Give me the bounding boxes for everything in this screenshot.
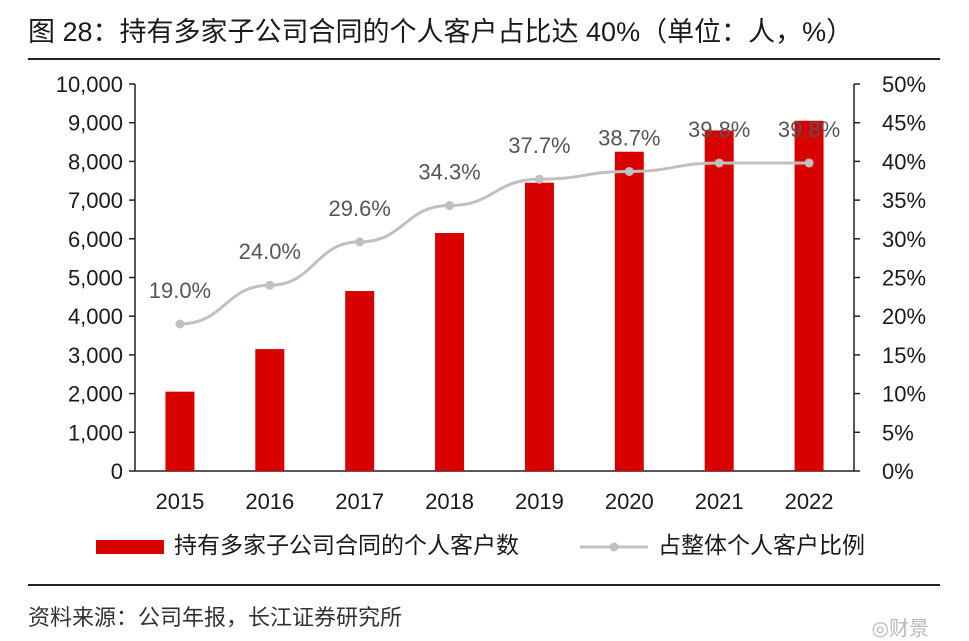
bar-2020 (615, 152, 644, 471)
bar-2021 (705, 130, 734, 471)
left-tick-label: 4,000 (68, 304, 123, 329)
legend-bar-swatch (96, 540, 164, 554)
left-tick-label: 2,000 (68, 382, 123, 407)
right-tick-label: 15% (882, 343, 926, 368)
chart-canvas: 0 1,000 2,000 3,000 4,000 5,000 6,000 7,000 8,00… (0, 0, 969, 580)
x-tick-label: 2017 (335, 489, 384, 514)
source-divider (28, 584, 940, 586)
share-data-label: 37.7% (508, 133, 570, 158)
share-data-label: 34.3% (418, 160, 480, 185)
left-tick-label: 6,000 (68, 227, 123, 252)
share-data-label: 39.8% (778, 117, 840, 142)
right-tick-label: 25% (882, 266, 926, 291)
x-tick-label: 2015 (155, 489, 204, 514)
bar-2017 (345, 291, 374, 471)
legend: 持有多家子公司合同的个人客户数 占整体个人客户比例 (96, 532, 865, 558)
x-axis-labels: 2015 2016 2017 2018 2019 2020 2021 2022 (155, 489, 833, 514)
share-data-label: 39.8% (688, 117, 750, 142)
left-tick-label: 3,000 (68, 343, 123, 368)
right-tick-label: 5% (882, 420, 914, 445)
share-point-2017 (355, 237, 364, 246)
x-tick-label: 2018 (425, 489, 474, 514)
right-tick-label: 50% (882, 72, 926, 97)
bar-2016 (255, 349, 284, 471)
share-data-label: 29.6% (328, 196, 390, 221)
share-point-2022 (805, 158, 814, 167)
left-tick-label: 7,000 (68, 188, 123, 213)
right-tick-label: 30% (882, 227, 926, 252)
left-tick-label: 0 (111, 459, 123, 484)
right-tick-label: 45% (882, 111, 926, 136)
share-point-2015 (175, 319, 184, 328)
share-point-2021 (715, 158, 724, 167)
x-tick-label: 2021 (695, 489, 744, 514)
x-tick-label: 2022 (785, 489, 834, 514)
left-tick-label: 9,000 (68, 111, 123, 136)
line-series: 19.0% 24.0% 29.6% 34.3% 37.7% 38.7% 39.8% 39.8% (149, 117, 841, 328)
share-point-2018 (445, 201, 454, 210)
right-tick-label: 40% (882, 149, 926, 174)
bar-2015 (165, 392, 194, 471)
x-tick-label: 2019 (515, 489, 564, 514)
x-tick-label: 2020 (605, 489, 654, 514)
watermark: ◎财景 (872, 612, 929, 641)
share-data-label: 19.0% (149, 278, 211, 303)
share-data-label: 38.7% (598, 125, 660, 150)
bar-series (165, 121, 823, 471)
left-tick-label: 5,000 (68, 266, 123, 291)
right-tick-label: 20% (882, 304, 926, 329)
share-point-2016 (265, 281, 274, 290)
left-tick-label: 1,000 (68, 420, 123, 445)
source-note: 资料来源：公司年报，长江证券研究所 (28, 600, 402, 632)
bar-2018 (435, 233, 464, 471)
right-tick-label: 10% (882, 382, 926, 407)
share-point-2020 (625, 167, 634, 176)
bar-2019 (525, 183, 554, 471)
share-point-2019 (535, 175, 544, 184)
legend-line-marker (610, 543, 619, 552)
right-axis-ticks: 0% 5% 10% 15% 20% 25% 30% 35% 40% 45% 50% (854, 72, 926, 484)
right-tick-label: 35% (882, 188, 926, 213)
right-tick-label: 0% (882, 459, 914, 484)
share-data-label: 24.0% (239, 239, 301, 264)
left-axis-ticks: 0 1,000 2,000 3,000 4,000 5,000 6,000 7,000 8,00… (56, 72, 135, 484)
x-tick-label: 2016 (245, 489, 294, 514)
left-tick-label: 10,000 (56, 72, 123, 97)
legend-bar-label: 持有多家子公司合同的个人客户数 (174, 532, 519, 558)
bar-2022 (795, 121, 824, 471)
legend-line-label: 占整体个人客户比例 (658, 532, 865, 558)
left-tick-label: 8,000 (68, 149, 123, 174)
